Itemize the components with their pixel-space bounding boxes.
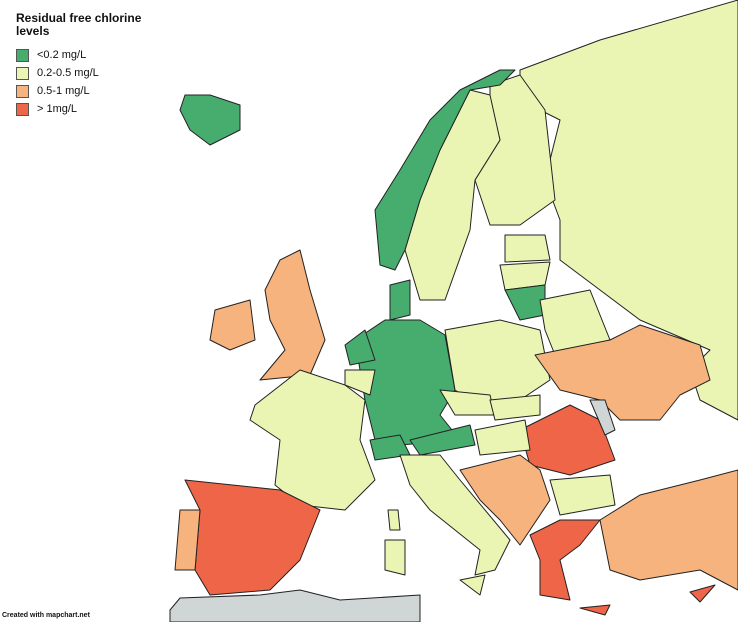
crete xyxy=(579,604,611,616)
greece xyxy=(529,519,601,601)
footer: Created with mapchart.net xyxy=(2,612,90,619)
legend-label: > 1mg/L xyxy=(37,103,78,115)
cyprus xyxy=(689,584,716,603)
austria xyxy=(409,424,476,456)
moldova xyxy=(589,399,616,436)
ireland xyxy=(209,299,256,351)
hungary xyxy=(474,419,531,456)
legend-swatch xyxy=(16,48,29,62)
germany xyxy=(354,319,461,446)
norway xyxy=(374,69,516,271)
sicily xyxy=(459,574,486,596)
uk xyxy=(259,249,326,381)
legend-item: 0.5-1 mg/L xyxy=(16,82,99,100)
italy xyxy=(399,454,511,576)
legend: <0.2 mg/L 0.2-0.5 mg/L 0.5-1 mg/L > 1mg/L xyxy=(16,46,99,118)
france xyxy=(249,369,376,511)
countries xyxy=(169,0,738,622)
lithuania xyxy=(504,284,546,321)
bulgaria xyxy=(549,474,616,516)
sardinia xyxy=(384,539,406,576)
denmark xyxy=(389,279,411,321)
legend-label: 0.5-1 mg/L xyxy=(37,85,90,97)
portugal xyxy=(174,509,201,571)
turkey xyxy=(599,469,738,591)
netherlands xyxy=(344,329,376,366)
iceland xyxy=(179,94,241,146)
legend-item: <0.2 mg/L xyxy=(16,46,99,64)
poland xyxy=(444,319,551,401)
estonia xyxy=(504,234,551,263)
corsica xyxy=(387,509,401,531)
legend-item: > 1mg/L xyxy=(16,100,99,118)
legend-item: 0.2-0.5 mg/L xyxy=(16,64,99,82)
russia xyxy=(519,0,738,421)
balkans xyxy=(459,454,551,546)
legend-label: <0.2 mg/L xyxy=(37,49,87,61)
ukraine xyxy=(534,324,711,421)
legend-swatch xyxy=(16,102,29,116)
legend-label: 0.2-0.5 mg/L xyxy=(37,67,99,79)
map-title: Residual free chlorine levels xyxy=(16,11,142,38)
legend-swatch xyxy=(16,66,29,80)
legend-swatch xyxy=(16,84,29,98)
belgium xyxy=(344,369,376,396)
slovakia xyxy=(489,394,541,421)
north-africa xyxy=(169,589,421,622)
